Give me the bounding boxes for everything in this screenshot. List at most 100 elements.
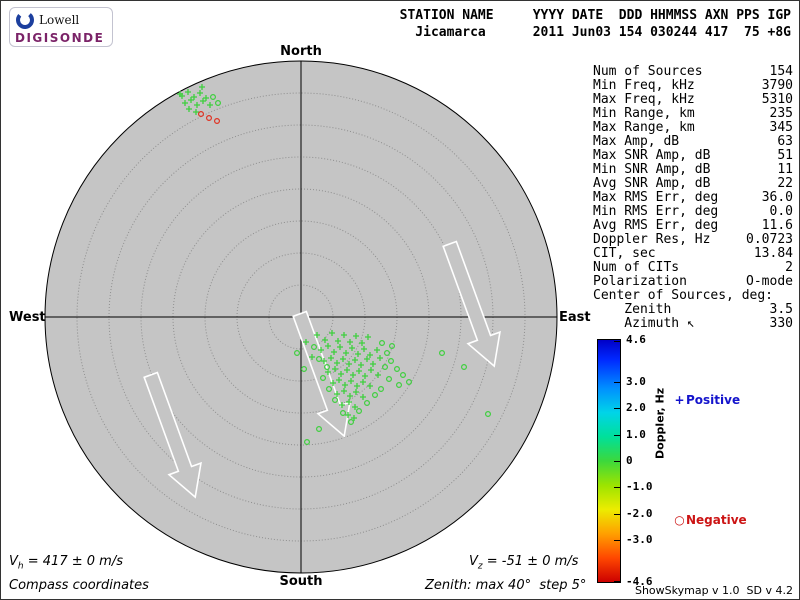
stat-label: Max Freq, kHz — [593, 92, 695, 107]
source-point-negative — [206, 114, 213, 121]
legend-positive-label: Positive — [686, 393, 741, 407]
stat-label: Max Range, km — [593, 120, 695, 135]
stat-value: O-mode — [746, 274, 793, 289]
source-point-positive — [360, 394, 366, 400]
source-point-positive — [358, 362, 364, 368]
source-point-positive — [356, 408, 363, 415]
source-point-positive — [360, 379, 366, 385]
source-point-positive — [193, 109, 199, 115]
colorbar-tick-mark — [614, 434, 620, 436]
source-point-positive — [334, 360, 340, 366]
stat-value: 5310 — [761, 92, 793, 107]
source-point-positive — [294, 350, 301, 357]
source-point-positive — [362, 373, 368, 379]
lowell-wordmark: Lowell — [39, 13, 80, 27]
colorbar-tick-mark — [614, 408, 620, 410]
stat-label: Min Freq, kHz — [593, 78, 695, 93]
source-point-positive — [210, 93, 217, 100]
colorbar-tick-label: -1.0 — [626, 480, 653, 494]
source-point-positive — [332, 366, 338, 372]
source-point-positive — [336, 377, 342, 383]
circle-marker-icon: ○ — [674, 513, 685, 527]
source-point-positive — [345, 412, 351, 418]
source-point-positive — [335, 338, 341, 344]
stat-row: Max Amp, dB 63 — [593, 135, 793, 149]
source-point-positive — [182, 100, 188, 106]
source-point-positive — [320, 375, 327, 382]
source-point-positive — [199, 84, 205, 90]
source-point-positive — [188, 97, 194, 103]
source-point-negative — [214, 117, 221, 124]
stat-value: 36.0 — [761, 190, 793, 205]
source-point-positive — [304, 439, 311, 446]
source-point-positive — [364, 400, 371, 407]
source-point-positive — [348, 419, 355, 426]
compass-west-label: West — [9, 310, 46, 325]
source-point-positive — [396, 382, 403, 389]
stat-row: Zenith 3.5 — [593, 303, 793, 317]
source-point-positive — [485, 411, 492, 418]
stat-row: Num of CITs 2 — [593, 261, 793, 275]
digisonde-swirl-icon — [16, 11, 34, 29]
source-point-positive — [378, 386, 385, 393]
source-point-positive — [325, 369, 331, 375]
source-point-positive — [377, 355, 383, 361]
stat-row: Azimuth ↖ 330 — [593, 317, 793, 331]
stat-value: 0.0723 — [746, 232, 793, 247]
colorbar-tick-label: 4.6 — [626, 333, 646, 346]
stat-value: 13.84 — [753, 246, 793, 261]
doppler-colorbar — [597, 339, 621, 583]
source-point-negative — [198, 110, 205, 117]
source-point-positive — [342, 382, 348, 388]
source-point-positive — [340, 410, 347, 417]
stat-label: Num of CITs — [593, 260, 680, 275]
source-point-positive — [316, 356, 323, 363]
stat-row: Min SNR Amp, dB 11 — [593, 163, 793, 177]
colorbar-tick-mark — [614, 487, 620, 489]
stat-label: Azimuth ↖ — [593, 316, 695, 331]
source-point-positive — [343, 350, 349, 356]
stat-label: Min Range, km — [593, 106, 695, 121]
stat-value: 11 — [777, 162, 793, 177]
source-point-positive — [355, 351, 361, 357]
source-point-positive — [301, 366, 308, 373]
stat-row: Center of Sources, deg: — [593, 289, 793, 303]
source-point-positive — [353, 333, 359, 339]
stat-label: Max RMS Err, deg — [593, 190, 719, 205]
colorbar-tick-mark — [614, 461, 620, 462]
source-point-positive — [331, 349, 337, 355]
source-point-positive — [334, 391, 340, 397]
source-point-positive — [177, 91, 183, 97]
source-point-positive — [338, 371, 344, 377]
stat-value: 330 — [769, 316, 793, 331]
stat-label: Doppler Res, Hz — [593, 232, 711, 247]
stat-label: Max SNR Amp, dB — [593, 148, 711, 163]
source-point-positive — [364, 356, 370, 362]
stat-label: Max Amp, dB — [593, 134, 680, 149]
vh-velocity: Vh = 417 ± 0 m/s — [9, 554, 123, 572]
stat-value: 22 — [777, 176, 793, 191]
stat-row: Max RMS Err, deg 36.0 — [593, 191, 793, 205]
stat-row: Num of Sources 154 — [593, 65, 793, 79]
source-point-positive — [340, 356, 346, 362]
stat-value: 51 — [777, 148, 793, 163]
version-label: ShowSkymap v 1.0 SD v 4.2 — [634, 584, 793, 597]
source-point-positive — [194, 102, 200, 108]
source-point-positive — [374, 347, 380, 353]
stat-row: Polarization O-mode — [593, 275, 793, 289]
source-point-positive — [318, 347, 324, 353]
drift-arrow — [143, 371, 202, 499]
source-point-positive — [344, 367, 350, 373]
vh-subscript: h — [17, 561, 24, 572]
source-point-positive — [314, 332, 320, 338]
source-point-positive — [348, 378, 354, 384]
legend-positive: +Positive — [673, 393, 740, 407]
stat-label: Min SNR Amp, dB — [593, 162, 711, 177]
source-point-positive — [388, 358, 395, 365]
source-point-positive — [367, 383, 373, 389]
source-point-positive — [329, 330, 335, 336]
stat-row: CIT, sec 13.84 — [593, 247, 793, 261]
stat-value: 2 — [785, 260, 793, 275]
source-point-positive — [186, 106, 192, 112]
station-header-line: STATION NAME YYYY DATE DDD HHMMSS AXN PP… — [399, 8, 791, 23]
